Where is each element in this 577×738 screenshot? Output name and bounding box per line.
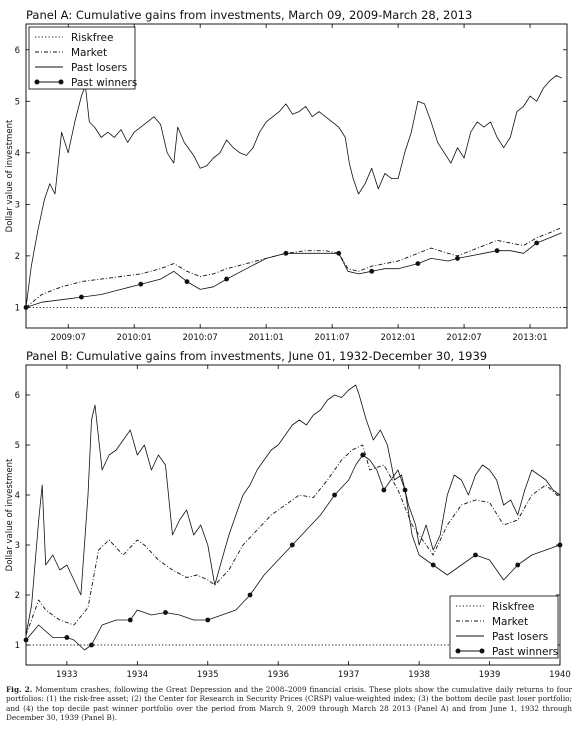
series-marker-past-winners <box>455 256 460 261</box>
x-tick-label: 1936 <box>267 670 289 680</box>
series-marker-past-winners <box>23 304 29 310</box>
legend-box <box>449 595 559 659</box>
panel-a-chart: 1 2 3 4 5 6 2009:07 2010:01 2010:07 2011:01 2011:0… <box>5 23 568 343</box>
x-tick-label: 1938 <box>408 670 430 680</box>
x-tick-label: 1937 <box>338 670 360 680</box>
x-tick-label: 1940 <box>549 670 571 680</box>
x-tick-label: 2012:01 <box>380 333 415 343</box>
legend-label: Market <box>492 616 528 628</box>
y-tick-label: 6 <box>15 46 20 56</box>
y-tick-label: 4 <box>15 149 20 159</box>
legend-label: Riskfree <box>71 32 113 44</box>
series-marker-past-winners <box>163 610 168 615</box>
legend-label: Past winners <box>71 77 137 89</box>
series-marker-past-winners <box>138 281 144 287</box>
plot-frame <box>25 23 568 329</box>
y-tick-label: 5 <box>15 441 20 451</box>
series-marker-past-winners <box>402 487 408 493</box>
y-tick-label: 6 <box>15 391 20 401</box>
legend-label: Riskfree <box>492 601 534 613</box>
legend-label: Past winners <box>492 646 558 658</box>
y-axis-title: Dollar value of investment <box>5 458 15 571</box>
series-line-past-losers <box>25 384 561 636</box>
y-tick-label: 4 <box>15 491 20 501</box>
x-tick-label: 1935 <box>197 670 219 680</box>
series-marker-past-winners <box>336 250 342 256</box>
series-marker-past-winners <box>473 552 478 558</box>
y-tick-label: 2 <box>15 252 20 262</box>
panel-b-chart: 1 2 3 4 5 6 1933 1934 1935 1936 1937 1938 1939 1940 Do… <box>5 364 571 680</box>
x-tick-label: 2011:07 <box>314 333 349 343</box>
panel-b-title: Panel B: Cumulative gains from investmen… <box>26 349 488 363</box>
series-marker-past-winners <box>430 562 436 568</box>
series-marker-past-winners <box>89 642 94 648</box>
series-marker-past-winners <box>283 250 289 256</box>
series-marker-past-winners <box>184 279 190 285</box>
y-tick-label: 3 <box>15 200 20 210</box>
series-marker-past-winners <box>557 542 563 548</box>
legend-box <box>28 26 136 90</box>
series-marker-past-winners <box>415 261 421 266</box>
series-marker-past-winners <box>127 617 133 623</box>
series-marker-past-winners <box>289 542 295 548</box>
series-marker-past-winners <box>224 276 229 282</box>
legend-marker <box>479 648 485 654</box>
series-line-market <box>25 444 561 636</box>
series-line-market <box>25 227 562 308</box>
y-axis-title: Dollar value of investment <box>5 119 15 232</box>
legend-label: Past losers <box>71 62 127 74</box>
x-tick-label: 2013:01 <box>512 333 547 343</box>
legend-marker <box>34 79 40 85</box>
y-tick-label: 1 <box>15 303 20 313</box>
series-marker-past-winners <box>205 617 211 623</box>
panel-a-title: Panel A: Cumulative gains from investmen… <box>26 8 473 22</box>
legend-label: Past losers <box>492 631 548 643</box>
x-tick-label: 1933 <box>56 670 78 680</box>
y-tick-label: 1 <box>15 641 20 651</box>
figure-caption: Fig. 2. Momentum crashes, following the … <box>6 685 572 723</box>
series-marker-past-winners <box>381 487 387 493</box>
series-marker-past-winners <box>79 294 84 300</box>
figure-caption-text: Momentum crashes, following the Great De… <box>6 685 572 723</box>
x-tick-label: 2010:07 <box>183 333 218 343</box>
plot-frame <box>25 364 561 666</box>
x-tick-label: 1939 <box>479 670 501 680</box>
x-tick-label: 2010:01 <box>117 333 152 343</box>
series-marker-past-winners <box>360 452 366 458</box>
series-line-past-losers <box>25 75 562 308</box>
series-marker-past-winners <box>64 635 70 640</box>
x-tick-label: 2012:07 <box>446 333 481 343</box>
legend-marker <box>58 79 64 85</box>
legend-marker <box>455 648 461 654</box>
series-marker-past-winners <box>23 637 29 643</box>
series-marker-past-winners <box>247 592 253 598</box>
x-tick-label: 2009:07 <box>51 333 86 343</box>
y-tick-label: 5 <box>15 97 20 107</box>
series-marker-past-winners <box>534 240 540 246</box>
x-tick-label: 1934 <box>126 670 148 680</box>
series-marker-past-winners <box>332 492 337 498</box>
y-tick-label: 3 <box>15 541 20 551</box>
y-tick-label: 2 <box>15 591 20 601</box>
series-line-past-winners <box>25 232 562 308</box>
legend-label: Market <box>71 47 107 59</box>
series-marker-past-winners <box>494 248 500 254</box>
x-tick-label: 2011:01 <box>248 333 283 343</box>
series-line-past-winners <box>25 454 561 651</box>
figure-label: Fig. 2. <box>6 685 33 694</box>
series-marker-past-winners <box>515 562 521 568</box>
series-marker-past-winners <box>369 268 375 274</box>
